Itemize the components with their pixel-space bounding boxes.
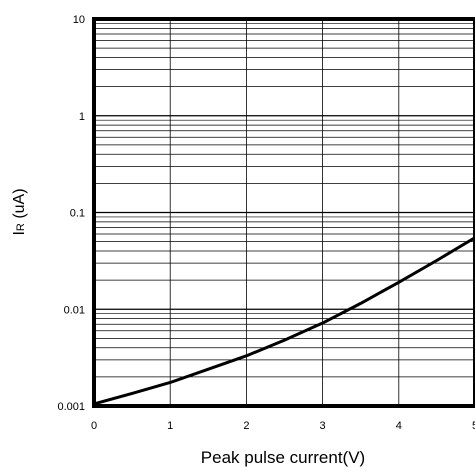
y-axis-title-subscript: R [15,223,27,231]
x-tick-label: 0 [91,420,97,432]
x-tick-label: 1 [167,420,173,432]
y-tick-label: 1 [79,111,85,123]
x-tick-label: 2 [243,420,249,432]
series-layer [92,236,475,406]
y-axis-title: IR (uA) [11,188,28,235]
y-tick-label: 10 [73,14,85,26]
y-axis-title-main: I [11,231,28,235]
series-line [92,236,475,406]
plot-frame [92,17,475,408]
x-tick-label: 4 [396,420,402,432]
x-tick-label: 3 [320,420,326,432]
grid-lines [94,19,475,407]
y-tick-label: 0.1 [70,208,85,220]
y-axis-title-unit: (uA) [11,188,28,223]
y-tick-label: 0.001 [57,401,85,413]
tick-labels: 0 1 2 3 4 5 0.001 0.01 0.1 1 10 [57,14,475,432]
x-tick-label: 5 [472,420,475,432]
x-axis-title: Peak pulse current(V) [201,448,365,467]
y-tick-label: 0.01 [64,304,85,316]
